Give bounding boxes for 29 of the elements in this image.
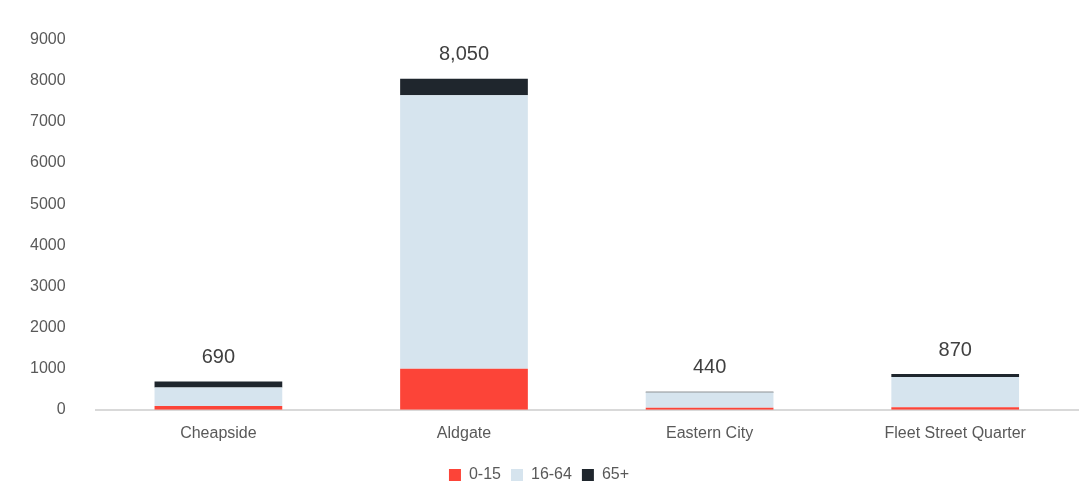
y-tick-label: 2000 — [30, 317, 66, 335]
y-tick-label: 1000 — [30, 359, 66, 377]
x-tick-label: Aldgate — [436, 423, 492, 441]
y-tick-label: 7000 — [30, 112, 66, 130]
legend-label: 16-64 — [530, 465, 572, 483]
total-label: 440 — [692, 355, 727, 378]
legend-label: 65+ — [601, 465, 630, 483]
y-tick-label: 8000 — [30, 71, 66, 89]
x-tick-label: Cheapside — [180, 423, 257, 441]
bar — [891, 376, 1020, 408]
total-label: 690 — [201, 344, 236, 367]
total-label: 8,050 — [438, 42, 490, 65]
legend-label: 0-15 — [468, 465, 502, 483]
y-tick-label: 9000 — [30, 30, 66, 48]
bar — [891, 374, 1020, 377]
x-tick-label: Eastern City — [666, 423, 754, 441]
bar — [645, 392, 774, 408]
bar — [400, 368, 528, 410]
bar — [400, 95, 528, 369]
total-label: 870 — [938, 337, 972, 360]
y-tick-label: 5000 — [30, 194, 66, 212]
y-tick-label: 4000 — [30, 235, 66, 253]
x-tick-label: Fleet Street Quarter — [884, 423, 1027, 441]
bar — [400, 78, 528, 96]
bar — [154, 381, 283, 388]
y-tick-label: 6000 — [30, 153, 66, 171]
y-tick-label: 3000 — [30, 276, 66, 294]
y-tick-label: 0 — [56, 400, 66, 418]
bar — [154, 387, 283, 407]
